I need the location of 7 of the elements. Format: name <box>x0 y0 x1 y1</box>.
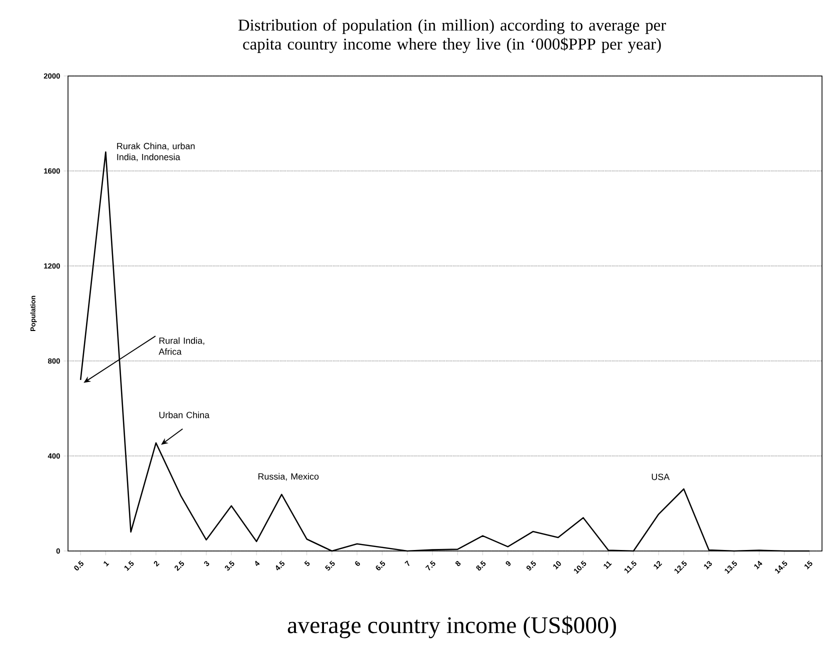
annotation: Rural India, Africa <box>158 337 204 355</box>
annotation: Russia, Mexico <box>258 473 319 481</box>
annotation: Urban China <box>159 412 210 418</box>
x-axis-title: average country income (US$000) <box>288 616 616 638</box>
annotation: USA <box>652 474 670 480</box>
annotation: Rurak China, urban India, Indonesia <box>117 142 195 162</box>
chart-title: Distribution of population (in million) according to average per capita country income where they live (in ‘000$PPP per year) <box>238 18 666 54</box>
